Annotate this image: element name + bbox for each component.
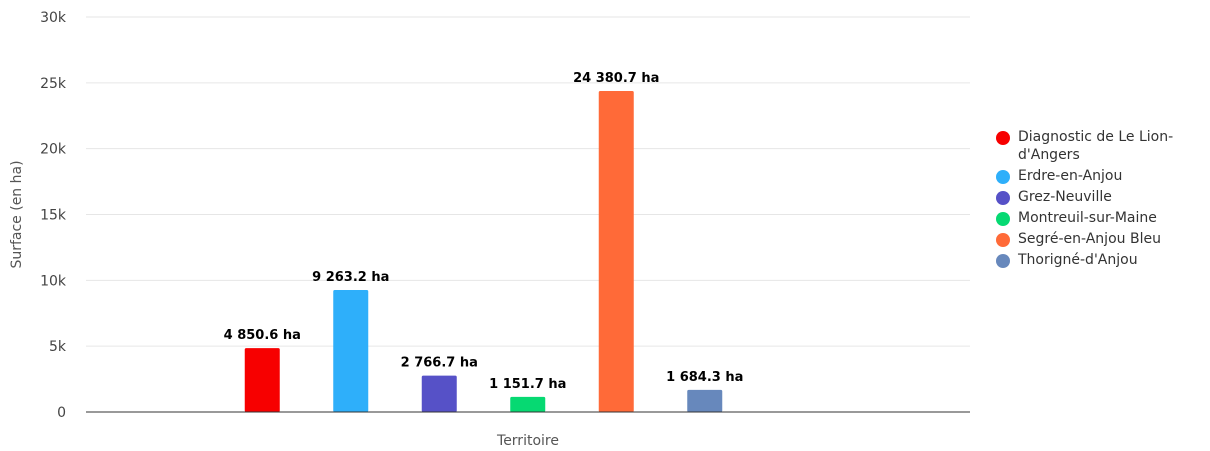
legend: Diagnostic de Le Lion-d'Angers Erdre-en-… [996,128,1210,272]
y-tick-label: 15k [40,208,67,224]
legend-label: Montreuil-sur-Maine [1018,210,1157,226]
data-labels: 4 850.6 ha 9 263.2 ha 2 766.7 ha 1 151.7 ha… [224,71,744,392]
legend-label: Thorigné-d'Anjou [1018,252,1138,268]
legend-item-segre-en-anjou-bleu[interactable]: Segré-en-Anjou Bleu [996,230,1210,248]
data-label: 4 850.6 ha [224,328,301,343]
legend-swatch [996,254,1010,268]
bars [244,90,723,412]
bar-5 [598,90,634,412]
data-label: 1 151.7 ha [489,377,566,392]
legend-swatch [996,233,1010,247]
bar-1 [244,348,280,412]
data-label: 2 766.7 ha [401,356,478,371]
legend-swatch [996,170,1010,184]
legend-swatch [996,131,1010,145]
legend-item-montreuil-sur-maine[interactable]: Montreuil-sur-Maine [996,209,1210,227]
bar-6 [687,389,723,412]
legend-swatch [996,212,1010,226]
bar-2 [333,290,369,412]
data-label: 24 380.7 ha [573,71,659,86]
data-label: 1 684.3 ha [666,370,743,385]
legend-label: Grez-Neuville [1018,189,1112,205]
y-tick-label: 0 [57,405,66,421]
y-tick-label: 20k [40,142,67,158]
legend-item-lion-d-angers[interactable]: Diagnostic de Le Lion-d'Angers [996,128,1210,164]
y-tick-label: 25k [40,76,67,92]
legend-item-thorigne-d-anjou[interactable]: Thorigné-d'Anjou [996,251,1210,269]
data-label: 9 263.2 ha [312,270,389,285]
gridlines [86,16,970,347]
y-tick-label: 10k [40,273,67,289]
legend-label: Erdre-en-Anjou [1018,168,1123,184]
y-tick-label: 30k [40,10,67,26]
legend-swatch [996,191,1010,205]
y-axis-title: Surface (en ha) [9,160,25,268]
bar-3 [421,375,457,412]
legend-item-grez-neuville[interactable]: Grez-Neuville [996,188,1210,206]
x-axis-title: Territoire [496,433,559,449]
bar-4 [510,396,546,412]
y-tick-label: 5k [49,339,67,355]
legend-label: Diagnostic de Le Lion-d'Angers [1018,129,1174,163]
legend-label: Segré-en-Anjou Bleu [1018,231,1161,247]
legend-item-erdre-en-anjou[interactable]: Erdre-en-Anjou [996,167,1210,185]
y-axis-ticks: 0 5k 10k 15k 20k 25k 30k [40,10,67,421]
